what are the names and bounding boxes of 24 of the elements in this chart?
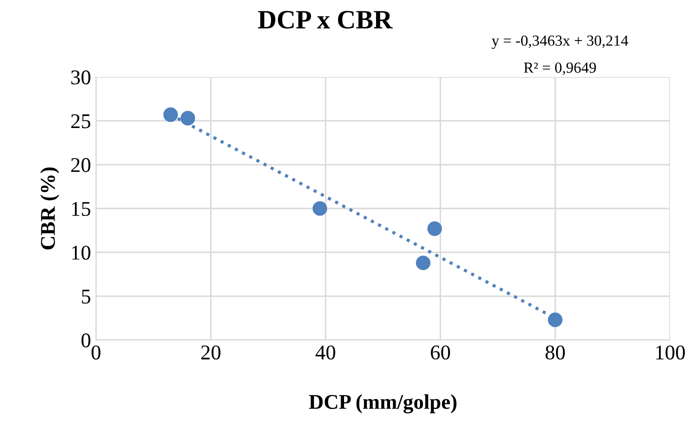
point xyxy=(427,221,442,236)
y-tick-label: 15 xyxy=(72,202,90,216)
x-tick-label: 0 xyxy=(92,345,100,360)
x-tick-label: 40 xyxy=(316,345,336,360)
x-tick-label: 20 xyxy=(201,345,220,360)
point xyxy=(312,201,328,216)
point xyxy=(163,107,178,122)
x-axis-title: DCP (mm/golpe) xyxy=(309,394,456,414)
y-tick-label: 20 xyxy=(71,158,90,172)
x-tick-label: 80 xyxy=(546,345,565,360)
y-axis-title: CBR (%) xyxy=(40,167,60,250)
chart-title: DCP x CBR xyxy=(258,10,393,29)
text: y = -0,3463x + 30,214 xyxy=(492,35,628,49)
y-tick-label: 10 xyxy=(72,246,90,260)
y-tick-label: 5 xyxy=(82,290,90,304)
point xyxy=(548,312,562,328)
y-tick-label: 0 xyxy=(82,333,90,348)
x-tick-label: 100 xyxy=(656,345,685,360)
point xyxy=(416,256,430,270)
y-tick-label: 30 xyxy=(71,70,90,84)
y-tick-label: 25 xyxy=(71,114,90,128)
text: R² = 0,9649 xyxy=(524,62,596,76)
point xyxy=(180,110,196,126)
x-tick-label: 60 xyxy=(430,345,450,360)
